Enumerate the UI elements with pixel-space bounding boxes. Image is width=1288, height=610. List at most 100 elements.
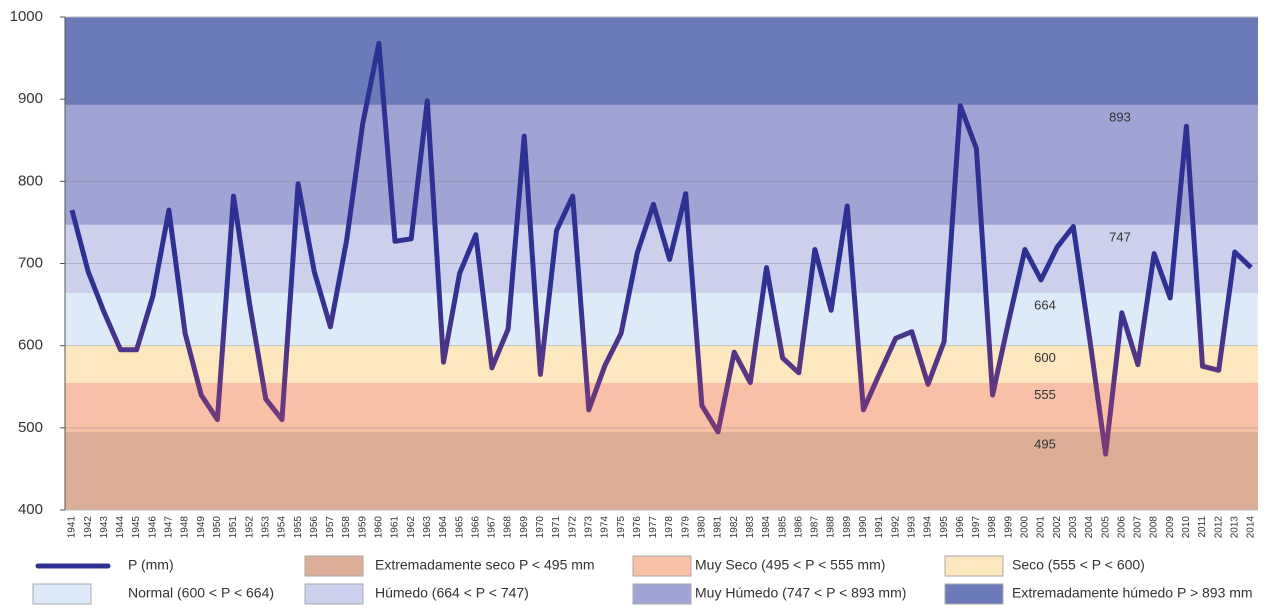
x-tick-label: 1948: [180, 516, 191, 539]
x-tick-label: 1988: [826, 516, 837, 539]
x-tick-label: 1958: [341, 516, 352, 539]
x-tick-label: 2013: [1229, 516, 1240, 539]
x-tick-label: 2005: [1100, 516, 1111, 539]
x-tick-label: 2001: [1036, 516, 1047, 539]
x-tick-label: 1963: [422, 516, 433, 539]
legend-swatch: [632, 583, 692, 605]
x-tick-label: 1987: [810, 516, 821, 539]
x-tick-label: 1979: [680, 516, 691, 539]
x-tick-label: 1976: [632, 516, 643, 539]
plot: [69, 40, 1253, 457]
x-tick-label: 1975: [616, 516, 627, 539]
band: [65, 431, 1258, 510]
legend-label: P (mm): [128, 557, 174, 573]
x-tick-label: 1966: [470, 516, 481, 539]
legend-label: Muy Seco (495 < P < 555 mm): [695, 557, 885, 573]
threshold-label: 664: [1034, 298, 1056, 313]
x-tick-label: 1998: [987, 516, 998, 539]
x-tick-label: 1977: [648, 516, 659, 539]
x-tick-label: 2012: [1213, 516, 1224, 539]
legend-label: Muy Húmedo (747 < P < 893 mm): [695, 585, 906, 601]
x-tick-label: 1945: [131, 516, 142, 539]
legend-label: Extremadamente húmedo P > 893 mm: [1012, 585, 1253, 601]
x-tick-label: 1984: [761, 516, 772, 539]
x-tick-label: 1983: [745, 516, 756, 539]
threshold-label: 600: [1034, 350, 1056, 365]
x-tick-label: 1997: [971, 516, 982, 539]
x-tick-label: 1980: [697, 516, 708, 539]
x-tick-label: 1972: [567, 516, 578, 539]
x-tick-label: 1949: [196, 516, 207, 539]
x-tick-label: 1947: [164, 516, 175, 539]
legend-swatch: [632, 555, 692, 577]
x-tick-label: 2004: [1084, 516, 1095, 539]
x-tick-label: 1968: [503, 516, 514, 539]
x-tick-label: 1992: [890, 516, 901, 539]
x-tick-label: 1962: [406, 516, 417, 539]
threshold-label: 495: [1034, 436, 1056, 451]
x-tick-label: 1974: [600, 516, 611, 539]
x-tick-label: 1965: [454, 516, 465, 539]
x-tick-label: 1986: [793, 516, 804, 539]
x-tick-label: 2008: [1149, 516, 1160, 539]
x-tick-label: 1953: [260, 516, 271, 539]
x-tick-label: 1941: [67, 516, 78, 539]
x-tick-label: 2002: [1052, 516, 1063, 539]
x-tick-label: 2003: [1068, 516, 1079, 539]
x-tick-label: 1993: [906, 516, 917, 539]
y-tick-label: 400: [18, 501, 43, 518]
x-tick-label: 2009: [1165, 516, 1176, 539]
x-tick-label: 1951: [228, 516, 239, 539]
x-tick-label: 1981: [713, 516, 724, 539]
x-tick-label: 1955: [293, 516, 304, 539]
legend-swatch: [304, 583, 364, 605]
x-tick-label: 1995: [939, 516, 950, 539]
y-tick-label: 700: [18, 254, 43, 271]
y-tick-label: 500: [18, 419, 43, 436]
legend: P (mm) Extremadamente seco P < 495 mm Muy …: [32, 555, 1253, 605]
threshold-label: 893: [1109, 109, 1131, 124]
band: [65, 293, 1258, 346]
x-tick-label: 1969: [519, 516, 530, 539]
threshold-label: 747: [1109, 229, 1131, 244]
x-tick-label: 2010: [1181, 516, 1192, 539]
grid: 495 555 600 664 747 893 400 500 600 700 800 900 1000…: [10, 8, 1258, 538]
x-tick-label: 2006: [1116, 516, 1127, 539]
legend-label: Extremadamente seco P < 495 mm: [375, 557, 595, 573]
x-tick-label: 1989: [842, 516, 853, 539]
x-tick-label: 1950: [212, 516, 223, 539]
x-tick-label: 1990: [858, 516, 869, 539]
x-tick-label: 1973: [583, 516, 594, 539]
x-tick-label: 1954: [277, 516, 288, 539]
legend-swatch: [944, 555, 1004, 577]
x-tick-label: 1996: [955, 516, 966, 539]
x-tick-label: 1982: [729, 516, 740, 539]
x-tick-label: 1960: [374, 516, 385, 539]
x-tick-label: 2014: [1246, 516, 1257, 539]
x-tick-label: 2007: [1133, 516, 1144, 539]
x-tick-label: 1994: [923, 516, 934, 539]
legend-label: Seco (555 < P < 600): [1012, 557, 1145, 573]
x-tick-label: 1985: [777, 516, 788, 539]
threshold-label: 555: [1034, 387, 1056, 402]
x-tick-label: 1964: [438, 516, 449, 539]
y-tick-label: 900: [18, 90, 43, 107]
x-tick-label: 1999: [1003, 516, 1014, 539]
x-tick-label: 1991: [874, 516, 885, 539]
x-tick-label: 2000: [1020, 516, 1031, 539]
data-line: [69, 40, 1253, 457]
band: [65, 382, 1258, 432]
x-tick-label: 1959: [357, 516, 368, 539]
y-tick-label: 600: [18, 337, 43, 354]
x-tick-label: 1942: [83, 516, 94, 539]
x-tick-label: 1952: [244, 516, 255, 539]
x-tick-label: 1943: [99, 516, 110, 539]
bands: [65, 17, 1258, 510]
legend-swatch: [304, 555, 364, 577]
y-tick-label: 1000: [10, 8, 43, 25]
x-tick-label: 1957: [325, 516, 336, 539]
x-tick-label: 1978: [664, 516, 675, 539]
x-tick-label: 1944: [115, 516, 126, 539]
legend-label: Húmedo (664 < P < 747): [375, 585, 529, 601]
